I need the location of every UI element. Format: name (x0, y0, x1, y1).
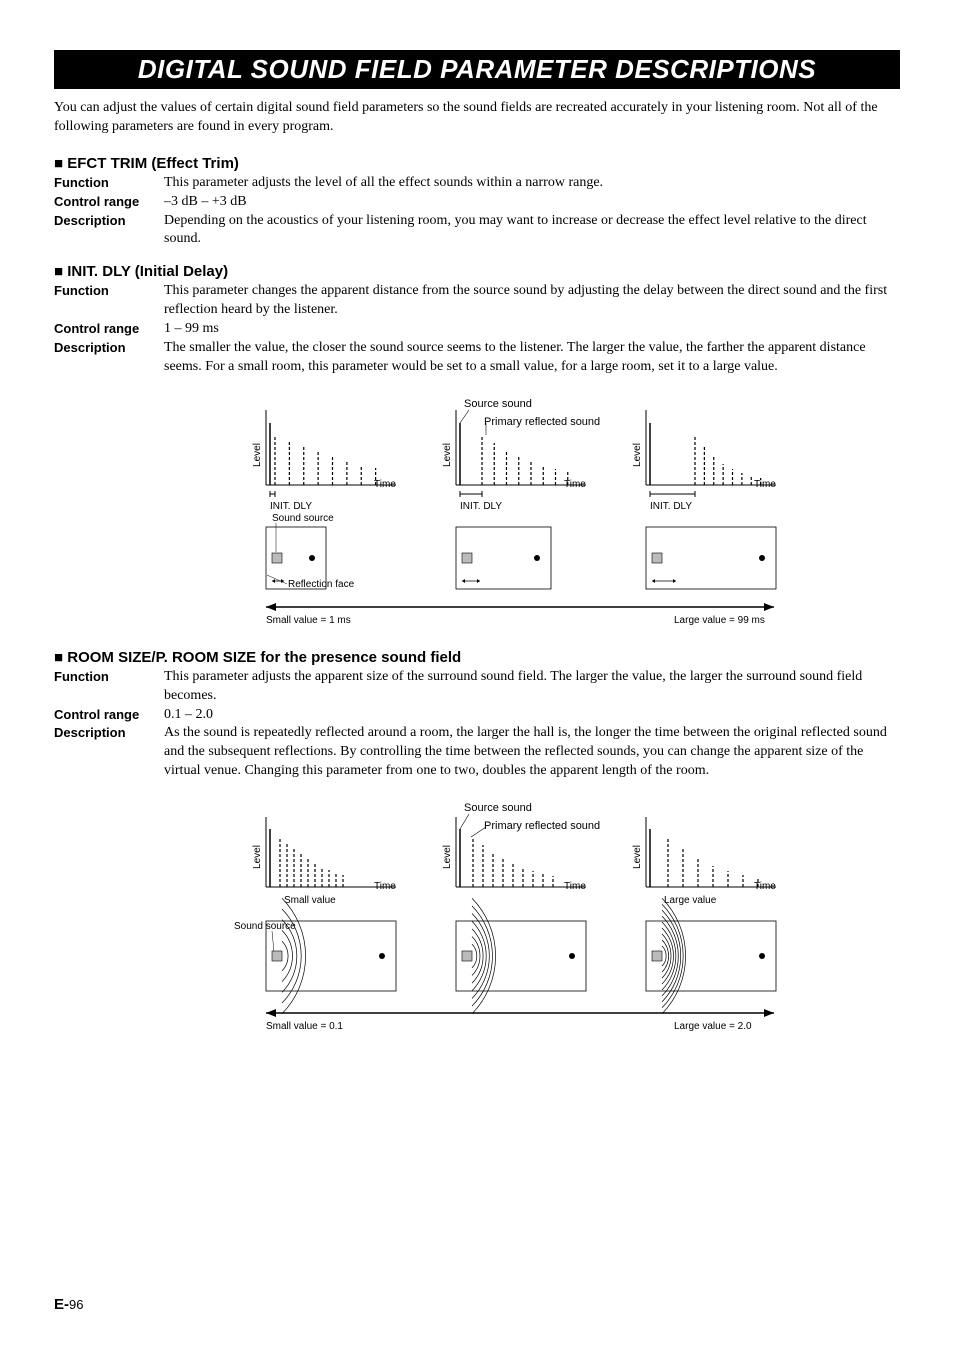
svg-text:Large value = 99 ms: Large value = 99 ms (674, 615, 765, 626)
param-row: Control range 1 – 99 ms (54, 320, 900, 339)
param-text: –3 dB – +3 dB (164, 193, 900, 212)
param-row: Description Depending on the acoustics o… (54, 212, 900, 250)
svg-text:Small value = 1 ms: Small value = 1 ms (266, 615, 351, 626)
svg-text:Reflection face: Reflection face (288, 579, 355, 590)
param-label: Description (54, 212, 164, 250)
param-text: As the sound is repeatedly reflected aro… (164, 724, 900, 781)
svg-text:Sound source: Sound source (234, 921, 296, 932)
svg-text:Primary reflected sound: Primary reflected sound (484, 416, 600, 428)
svg-text:INIT. DLY: INIT. DLY (650, 501, 692, 512)
param-text: This parameter adjusts the level of all … (164, 174, 900, 193)
param-label: Function (54, 282, 164, 320)
page-prefix: E- (54, 1296, 69, 1313)
param-text: 0.1 – 2.0 (164, 706, 900, 725)
svg-text:Large value: Large value (664, 895, 717, 906)
param-row: Control range 0.1 – 2.0 (54, 706, 900, 725)
section-head-roomsize: ROOM SIZE/P. ROOM SIZE for the presence … (54, 649, 900, 666)
svg-text:Time: Time (754, 881, 776, 892)
svg-text:Source sound: Source sound (464, 802, 532, 814)
intro-paragraph: You can adjust the values of certain dig… (54, 99, 900, 137)
svg-text:Time: Time (374, 479, 396, 490)
param-row: Description As the sound is repeatedly r… (54, 724, 900, 781)
param-label: Description (54, 339, 164, 377)
room-size-svg: Source sound Primary reflected sound Level… (234, 799, 804, 1069)
svg-text:Time: Time (754, 479, 776, 490)
init-dly-svg: Source sound Primary reflected sound Level… (234, 395, 804, 635)
svg-text:Level: Level (442, 443, 453, 467)
svg-text:INIT. DLY: INIT. DLY (460, 501, 502, 512)
param-row: Function This parameter adjusts the leve… (54, 174, 900, 193)
diagram-init-dly: Source sound Primary reflected sound Level… (234, 395, 900, 635)
page-num-value: 96 (69, 1297, 83, 1312)
section-head-efct: EFCT TRIM (Effect Trim) (54, 155, 900, 172)
svg-text:Source sound: Source sound (464, 398, 532, 410)
svg-text:Level: Level (632, 845, 643, 869)
param-label: Control range (54, 320, 164, 339)
param-row: Function This parameter changes the appa… (54, 282, 900, 320)
page-number: E-96 (54, 1296, 83, 1313)
svg-text:Small value: Small value (284, 895, 336, 906)
svg-text:Level: Level (252, 443, 263, 467)
section-head-initdly: INIT. DLY (Initial Delay) (54, 263, 900, 280)
page-title: DIGITAL SOUND FIELD PARAMETER DESCRIPTIO… (54, 50, 900, 89)
param-label: Function (54, 668, 164, 706)
param-text: This parameter changes the apparent dist… (164, 282, 900, 320)
param-text: 1 – 99 ms (164, 320, 900, 339)
svg-text:Sound source: Sound source (272, 513, 334, 524)
param-label: Description (54, 724, 164, 781)
svg-text:Level: Level (442, 845, 453, 869)
svg-text:Small value = 0.1: Small value = 0.1 (266, 1021, 343, 1032)
svg-text:Primary reflected sound: Primary reflected sound (484, 820, 600, 832)
param-label: Function (54, 174, 164, 193)
svg-text:Level: Level (252, 845, 263, 869)
svg-text:INIT. DLY: INIT. DLY (270, 501, 312, 512)
svg-text:Large value = 2.0: Large value = 2.0 (674, 1021, 752, 1032)
param-text: Depending on the acoustics of your liste… (164, 212, 900, 250)
param-label: Control range (54, 706, 164, 725)
svg-text:Time: Time (374, 881, 396, 892)
svg-text:Level: Level (632, 443, 643, 467)
param-text: The smaller the value, the closer the so… (164, 339, 900, 377)
param-row: Control range –3 dB – +3 dB (54, 193, 900, 212)
svg-text:Time: Time (564, 881, 586, 892)
param-row: Description The smaller the value, the c… (54, 339, 900, 377)
param-text: This parameter adjusts the apparent size… (164, 668, 900, 706)
diagram-room-size: Source sound Primary reflected sound Level… (234, 799, 900, 1069)
param-row: Function This parameter adjusts the appa… (54, 668, 900, 706)
param-label: Control range (54, 193, 164, 212)
